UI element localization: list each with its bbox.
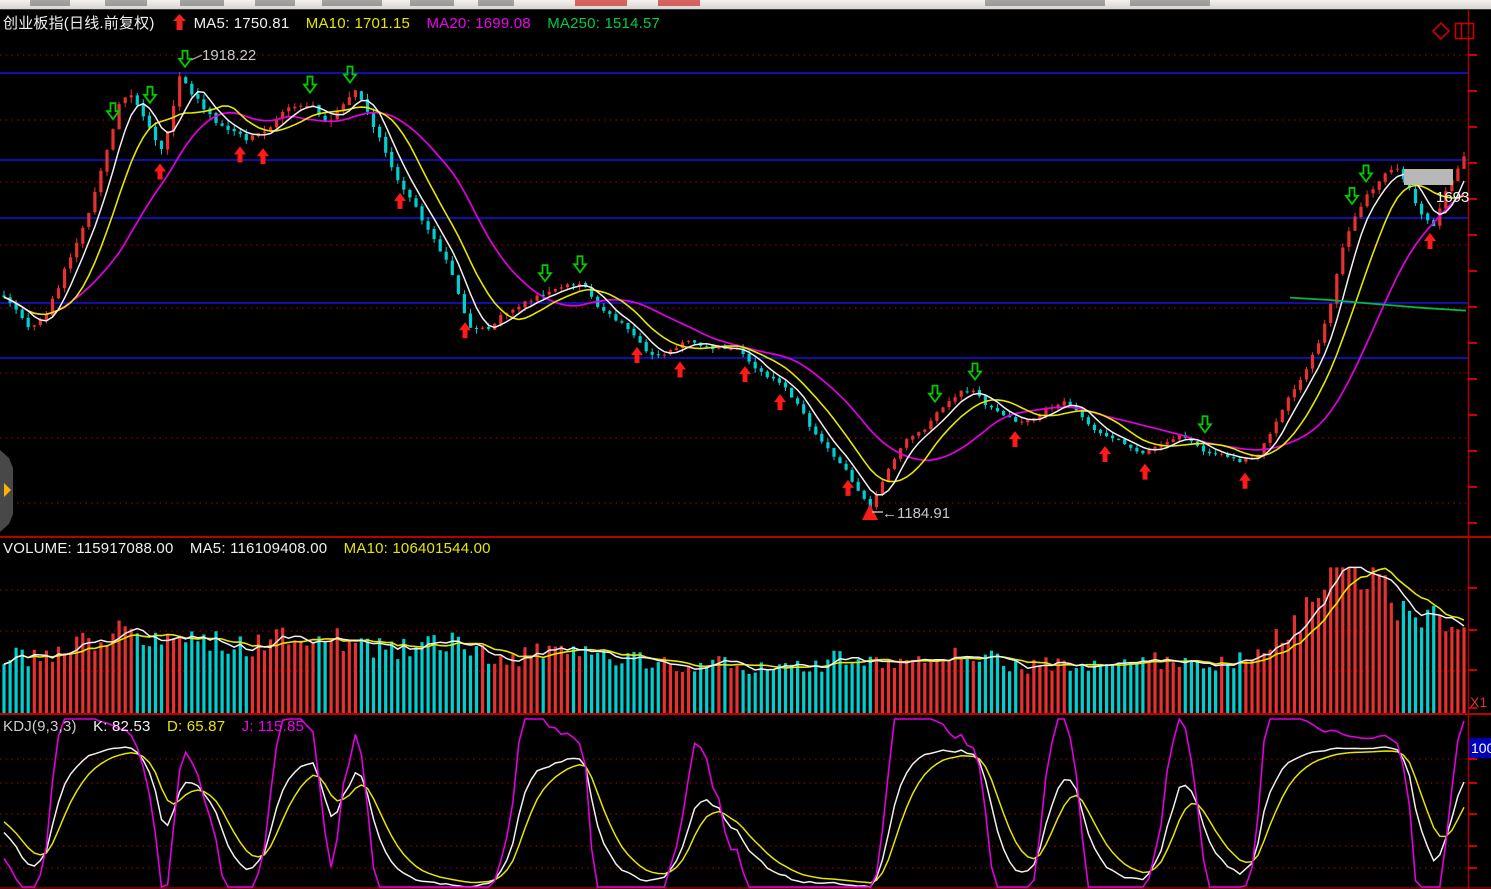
buy-signal-arrow xyxy=(394,192,406,209)
menu-item-fragment[interactable] xyxy=(1130,0,1210,6)
menu-item-fragment[interactable] xyxy=(985,0,1105,6)
buy-signal-arrow xyxy=(154,163,166,180)
sidebar-flap[interactable] xyxy=(0,450,13,532)
buy-signal-arrow xyxy=(459,322,471,339)
sell-signal-arrow xyxy=(537,264,553,283)
buy-signal-arrow xyxy=(257,148,269,165)
menu-item-fragment[interactable] xyxy=(105,0,147,6)
sell-signal-arrow xyxy=(1197,415,1213,434)
candles-layer xyxy=(2,72,1466,510)
menu-bar[interactable] xyxy=(0,0,1491,10)
split-window-icon xyxy=(1454,22,1475,40)
buy-signal-arrow xyxy=(1139,463,1151,480)
buy-signal-arrow xyxy=(234,146,246,163)
sell-signal-arrow xyxy=(177,49,193,69)
quote-fragment xyxy=(575,0,627,6)
menu-item-fragment[interactable] xyxy=(255,0,295,6)
low-marker-triangle xyxy=(862,504,878,520)
menu-item-fragment[interactable] xyxy=(180,0,224,6)
buy-signal-arrow xyxy=(1099,445,1111,462)
buy-signal-arrow xyxy=(739,366,751,383)
flap-expand-arrow-icon xyxy=(4,483,11,497)
menu-item-fragment[interactable] xyxy=(322,0,382,6)
quote-fragment xyxy=(658,0,700,6)
buy-signal-arrow xyxy=(1239,472,1251,489)
buy-signal-arrow xyxy=(1424,232,1436,249)
sell-signal-arrow xyxy=(302,75,318,95)
sell-signal-arrow xyxy=(105,102,121,121)
sell-signal-arrow xyxy=(967,362,983,382)
buy-signal-arrow xyxy=(631,346,643,363)
menu-item-fragment[interactable] xyxy=(478,0,514,6)
menu-item-fragment[interactable] xyxy=(410,0,454,6)
sell-signal-arrow xyxy=(342,65,358,85)
buy-signal-arrow xyxy=(842,479,854,496)
sell-signal-arrow xyxy=(572,255,588,274)
buy-signal-arrow xyxy=(1009,431,1021,448)
sell-signal-arrow xyxy=(142,85,158,105)
diamond-icon xyxy=(1431,21,1451,41)
sell-signal-arrow xyxy=(927,384,943,404)
buy-signal-arrow xyxy=(674,361,686,378)
sell-signal-arrow xyxy=(1344,187,1360,206)
sell-signal-arrow xyxy=(1358,164,1374,183)
last-price-tag-box xyxy=(1404,169,1453,185)
volume-bars-layer xyxy=(2,567,1466,713)
menu-item-fragment[interactable] xyxy=(30,0,70,6)
buy-signal-arrow xyxy=(774,394,786,411)
